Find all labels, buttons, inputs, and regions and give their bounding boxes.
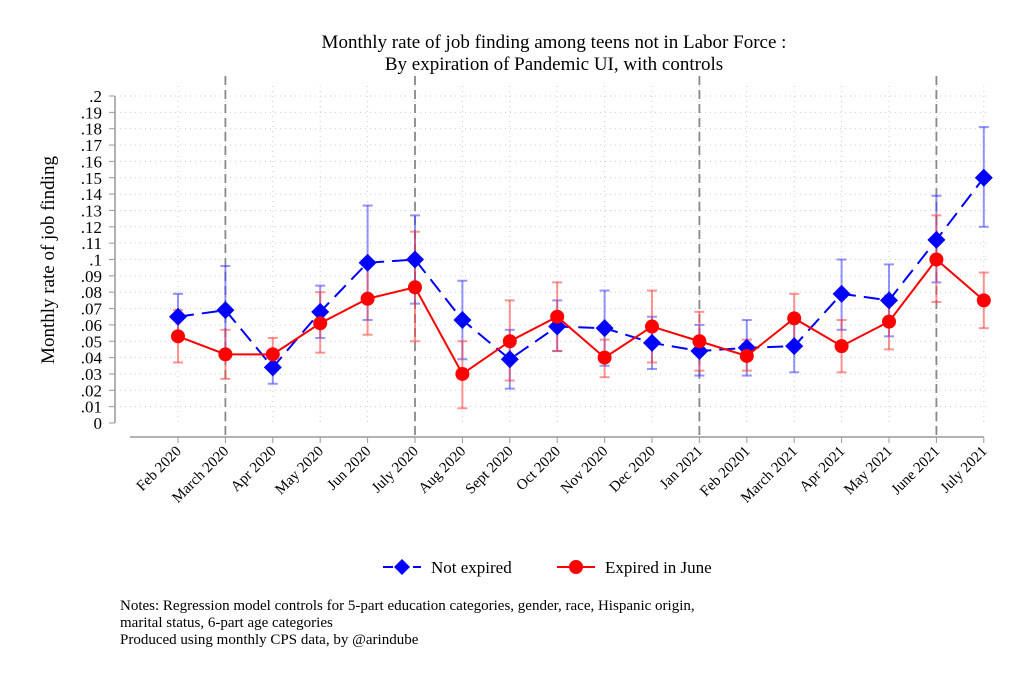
data-point-diamond bbox=[169, 307, 187, 326]
x-tick-label: Jan 2021 bbox=[657, 444, 706, 493]
data-point-diamond bbox=[358, 253, 377, 272]
data-point-circle bbox=[455, 366, 470, 381]
x-tick-label: July 2021 bbox=[938, 444, 991, 497]
y-tick-label: .13 bbox=[81, 201, 102, 220]
chart-title-line-1: Monthly rate of job finding among teens … bbox=[322, 32, 787, 53]
y-axis-label: Monthly rate of job finding bbox=[38, 156, 59, 364]
data-point-diamond bbox=[311, 302, 330, 321]
notes: Notes: Regression model controls for 5-p… bbox=[120, 598, 695, 649]
x-tick-label: Aug 2020 bbox=[416, 444, 469, 497]
data-point-diamond bbox=[880, 291, 898, 310]
x-tick-label: May 2021 bbox=[841, 444, 896, 499]
y-tick-label: .2 bbox=[89, 87, 102, 106]
data-point-diamond bbox=[263, 358, 282, 377]
y-tick-label: .08 bbox=[81, 283, 102, 302]
data-point-diamond bbox=[974, 168, 993, 187]
series-line bbox=[177, 177, 985, 369]
y-tick-label: .09 bbox=[81, 267, 102, 286]
y-tick-label: .04 bbox=[81, 349, 103, 368]
data-point-diamond bbox=[643, 333, 661, 352]
y-tick-label: .05 bbox=[81, 332, 102, 351]
x-tick-label: Sept 2020 bbox=[463, 444, 517, 498]
data-point-circle bbox=[265, 347, 280, 362]
data-point-diamond bbox=[406, 250, 424, 269]
data-point-circle bbox=[645, 319, 659, 334]
series-line bbox=[177, 258, 985, 376]
notes-line-2: marital status, 6-part age categories bbox=[120, 615, 333, 631]
y-tick-label: .19 bbox=[81, 103, 102, 122]
data-point-circle bbox=[597, 350, 612, 365]
y-tick-label: .01 bbox=[81, 398, 102, 417]
data-point-diamond bbox=[927, 230, 946, 249]
data-point-diamond bbox=[832, 284, 851, 303]
data-point-diamond bbox=[595, 319, 614, 338]
y-tick-label: .16 bbox=[81, 152, 102, 171]
y-tick-label: .07 bbox=[81, 300, 103, 319]
data-point-diamond bbox=[216, 301, 235, 320]
data-point-circle bbox=[550, 309, 565, 324]
data-point-diamond bbox=[453, 310, 472, 329]
x-tick-label: Nov 2020 bbox=[558, 444, 611, 497]
data-point-circle bbox=[976, 293, 991, 308]
y-tick-label: .03 bbox=[81, 365, 102, 384]
y-tick-label: .06 bbox=[81, 316, 102, 335]
data-point-circle bbox=[408, 280, 422, 295]
data-point-circle bbox=[739, 348, 754, 363]
data-point-circle bbox=[882, 314, 896, 329]
y-tick-label: 0 bbox=[94, 414, 103, 433]
y-tick-label: .14 bbox=[81, 185, 103, 204]
data-point-circle bbox=[834, 339, 849, 354]
notes-line-1: Notes: Regression model controls for 5-p… bbox=[120, 598, 695, 614]
data-point-circle bbox=[313, 316, 328, 331]
data-point-diamond bbox=[500, 350, 519, 369]
y-tick-label: .12 bbox=[81, 218, 102, 237]
legend-label: Expired in June bbox=[605, 558, 712, 577]
data-point-circle bbox=[929, 252, 944, 267]
legend-diamond-icon bbox=[394, 559, 410, 575]
chart-title-line-2: By expiration of Pandemic UI, with contr… bbox=[385, 54, 723, 75]
y-tick-label: .1 bbox=[89, 251, 102, 270]
y-tick-label: .02 bbox=[81, 381, 102, 400]
data-point-circle bbox=[502, 334, 517, 349]
data-point-circle bbox=[692, 334, 707, 349]
x-tick-label: Oct 2020 bbox=[514, 444, 565, 495]
data-point-diamond bbox=[785, 337, 804, 356]
data-point-circle bbox=[787, 311, 802, 326]
legend-circle-icon bbox=[569, 560, 583, 574]
y-tick-label: .18 bbox=[81, 120, 102, 139]
x-tick-label: Jun 2020 bbox=[325, 444, 375, 494]
y-tick-label: .15 bbox=[81, 169, 102, 188]
data-point-circle bbox=[218, 347, 233, 362]
data-point-circle bbox=[171, 329, 185, 344]
notes-line-3: Produced using monthly CPS data, by @ari… bbox=[120, 632, 419, 648]
x-tick-label: Dec 2020 bbox=[607, 444, 659, 496]
x-tick-label: May 2020 bbox=[272, 444, 327, 499]
x-tick-label: June 2021 bbox=[889, 444, 944, 499]
data-point-circle bbox=[360, 291, 375, 306]
y-tick-label: .17 bbox=[81, 136, 103, 155]
legend-label: Not expired bbox=[431, 558, 512, 577]
x-tick-label: July 2020 bbox=[369, 444, 422, 497]
y-tick-label: .11 bbox=[81, 234, 102, 253]
